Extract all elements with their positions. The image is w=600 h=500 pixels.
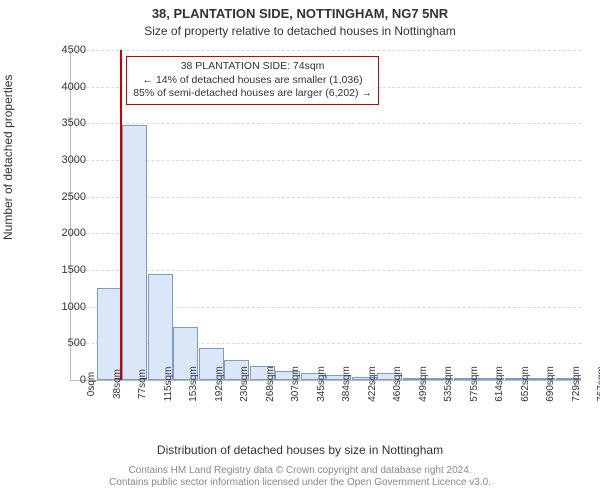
y-tick-label: 1500 [41,264,86,276]
callout-line3: 85% of semi-detached houses are larger (… [133,87,372,101]
x-tick-label: 268sqm [249,366,276,402]
x-tick-label: 384sqm [325,366,352,402]
callout-box: 38 PLANTATION SIDE: 74sqm← 14% of detach… [126,56,379,105]
x-tick-label: 38sqm [96,369,123,399]
gridline-h [71,50,581,51]
attribution: Contains HM Land Registry data © Crown c… [0,465,600,489]
x-tick-label: 690sqm [529,366,556,402]
callout-line1: 38 PLANTATION SIDE: 74sqm [133,60,372,74]
x-tick-label: 767sqm [580,366,600,402]
x-axis-label: Distribution of detached houses by size … [0,443,600,457]
x-tick-label: 460sqm [376,366,403,402]
y-tick-label: 4500 [41,44,86,56]
plot-area: 38 PLANTATION SIDE: 74sqm← 14% of detach… [70,50,581,381]
y-tick-label: 3500 [41,117,86,129]
attribution-line1: Contains HM Land Registry data © Crown c… [0,465,600,477]
x-tick-label: 575sqm [453,366,480,402]
y-tick-label: 1000 [41,301,86,313]
chart-title: 38, PLANTATION SIDE, NOTTINGHAM, NG7 5NR [0,6,600,21]
histogram-bar [122,125,147,380]
x-tick-label: 307sqm [274,366,301,402]
x-tick-label: 499sqm [402,366,429,402]
histogram-bar [97,288,122,380]
y-tick-label: 3000 [41,154,86,166]
marker-line [120,50,122,380]
x-tick-label: 192sqm [198,366,225,402]
chart-container: 38, PLANTATION SIDE, NOTTINGHAM, NG7 5NR… [0,0,600,500]
x-tick-label: 153sqm [172,366,199,402]
gridline-h [71,233,581,234]
gridline-h [71,123,581,124]
y-axis-label: Number of detached properties [1,75,15,240]
x-tick-label: 115sqm [147,367,174,402]
gridline-h [71,270,581,271]
callout-line2: ← 14% of detached houses are smaller (1,… [133,74,372,88]
x-tick-label: 345sqm [300,366,327,402]
x-tick-label: 77sqm [121,369,148,399]
attribution-line2: Contains public sector information licen… [0,477,600,489]
y-tick-label: 500 [41,337,86,349]
x-tick-label: 0sqm [70,372,97,396]
chart-subtitle: Size of property relative to detached ho… [0,24,600,38]
x-tick-label: 535sqm [427,366,454,402]
x-tick-label: 422sqm [351,366,378,402]
x-tick-label: 729sqm [555,366,582,402]
y-tick-label: 2000 [41,227,86,239]
y-tick-label: 2500 [41,191,86,203]
x-tick-label: 652sqm [504,366,531,402]
gridline-h [71,160,581,161]
x-tick-label: 230sqm [223,366,250,402]
gridline-h [71,197,581,198]
x-tick-label: 614sqm [478,366,505,402]
y-tick-label: 4000 [41,81,86,93]
histogram-bar [148,274,173,380]
